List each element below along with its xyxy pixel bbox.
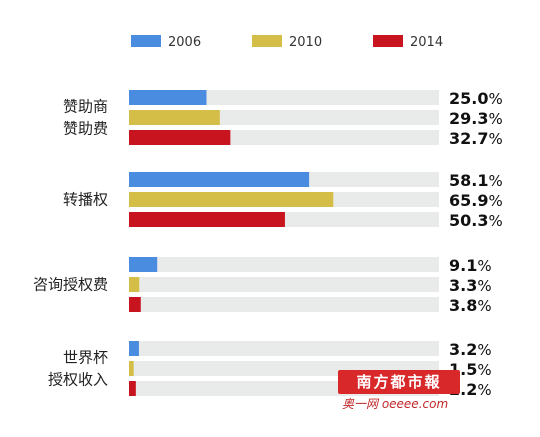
value-unit: % [477, 361, 491, 379]
bar-2010 [129, 361, 134, 376]
bar-2014 [129, 381, 136, 396]
newspaper-brand: 南方都市報 [356, 373, 442, 391]
category-label: 世界杯 [63, 349, 108, 367]
value-label: 3.8% [449, 296, 492, 315]
bar-2006 [129, 172, 310, 187]
bar-2010 [129, 110, 220, 125]
legend: 2006 2010 2014 [131, 35, 443, 50]
bar-track [129, 257, 439, 272]
site-watermark: 奥一网 oeeee.com [342, 397, 449, 411]
bar-2014 [129, 297, 141, 312]
value-unit: % [477, 297, 491, 315]
legend-swatch-2006 [131, 35, 161, 47]
value-label: 3.3% [449, 276, 492, 295]
legend-swatch-2010 [252, 35, 282, 47]
value-label: 29.3% [449, 109, 503, 128]
category-label: 转播权 [63, 191, 108, 209]
bar-2014 [129, 212, 285, 227]
bar-2010 [129, 277, 140, 292]
value-label: 25.0% [449, 89, 503, 108]
value-unit: % [488, 172, 502, 190]
bar-2006 [129, 341, 139, 356]
bar-track [129, 297, 439, 312]
value-label: 9.1% [449, 256, 492, 275]
value-unit: % [488, 90, 502, 108]
category-label: 赞助费 [63, 120, 108, 138]
value-label: 65.9% [449, 191, 503, 210]
legend-label-2014: 2014 [410, 35, 443, 50]
value-label: 32.7% [449, 129, 503, 148]
value-labels: 25.0%29.3%32.7%58.1%65.9%50.3%9.1%3.3%3.… [449, 89, 503, 399]
value-label: 50.3% [449, 211, 503, 230]
bar-2010 [129, 192, 334, 207]
bar-track [129, 341, 439, 356]
value-unit: % [488, 110, 502, 128]
value-unit: % [477, 257, 491, 275]
bar-2006 [129, 90, 207, 105]
value-label: 58.1% [449, 171, 503, 190]
legend-label-2006: 2006 [168, 35, 201, 50]
value-label: 3.2% [449, 340, 492, 359]
legend-swatch-2014 [373, 35, 403, 47]
value-unit: % [488, 130, 502, 148]
bars [129, 90, 334, 396]
bar-2006 [129, 257, 158, 272]
value-unit: % [488, 192, 502, 210]
category-label: 咨询授权费 [33, 276, 108, 294]
value-unit: % [477, 341, 491, 359]
category-label: 授权收入 [48, 371, 108, 389]
value-unit: % [477, 277, 491, 295]
value-unit: % [477, 381, 491, 399]
legend-label-2010: 2010 [289, 35, 322, 50]
newspaper-logo: 南方都市報 [338, 370, 460, 394]
bar-track [129, 277, 439, 292]
category-label: 赞助商 [63, 98, 108, 116]
bar-2014 [129, 130, 231, 145]
value-unit: % [488, 212, 502, 230]
